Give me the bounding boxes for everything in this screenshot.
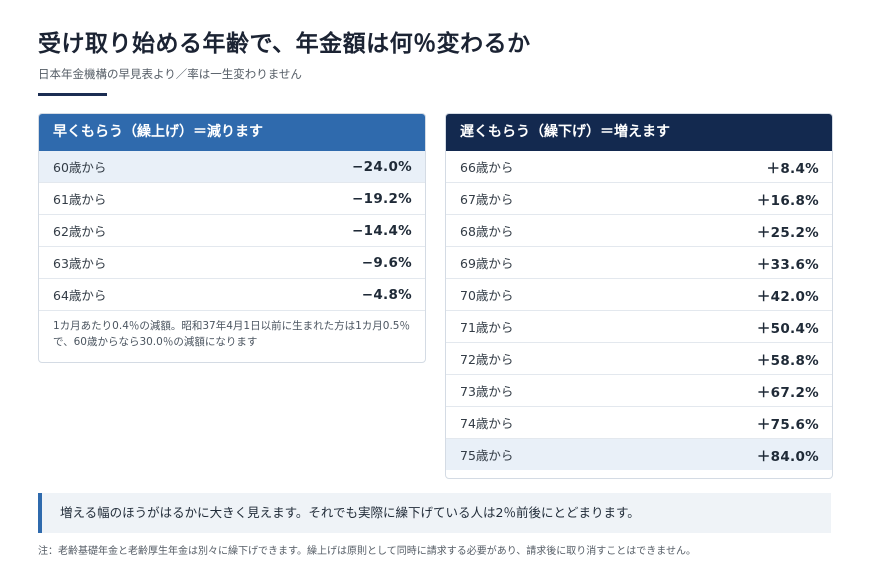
age-label: 73歳から: [460, 384, 514, 399]
page-subtitle: 日本年金機構の早見表より／率は一生変わりません: [38, 67, 302, 81]
late-card-header: 遅くもらう（繰下げ）＝増えます: [446, 114, 832, 151]
early-card: 早くもらう（繰上げ）＝減ります 60歳から −24.0% 61歳から −19.2…: [38, 113, 426, 363]
table-row: 66歳から ＋8.4%: [446, 151, 832, 183]
table-row: 72歳から ＋58.8%: [446, 343, 832, 375]
table-row: 69歳から ＋33.6%: [446, 247, 832, 279]
table-row: 74歳から ＋75.6%: [446, 407, 832, 439]
age-label: 69歳から: [460, 256, 514, 271]
title-underline: [38, 93, 107, 96]
table-row: 71歳から ＋50.4%: [446, 311, 832, 343]
rate-value: ＋33.6%: [756, 256, 819, 273]
rate-value: −19.2%: [352, 190, 412, 207]
age-label: 68歳から: [460, 224, 514, 239]
age-label: 67歳から: [460, 192, 514, 207]
late-card: 遅くもらう（繰下げ）＝増えます 66歳から ＋8.4% 67歳から ＋16.8%…: [445, 113, 833, 479]
rate-value: ＋58.8%: [756, 352, 819, 369]
age-label: 72歳から: [460, 352, 514, 367]
rate-value: ＋8.4%: [766, 160, 819, 177]
age-label: 70歳から: [460, 288, 514, 303]
age-label: 71歳から: [460, 320, 514, 335]
age-label: 74歳から: [460, 416, 514, 431]
age-label: 66歳から: [460, 160, 514, 175]
table-row: 67歳から ＋16.8%: [446, 183, 832, 215]
rate-value: −4.8%: [361, 286, 412, 303]
early-note: 1カ月あたり0.4％の減額。昭和37年4月1日以前に生まれた方は1カ月0.5％で…: [53, 320, 410, 348]
callout-box: 増える幅のほうがはるかに大きく見えます。それでも実際に繰下げている人は2％前後に…: [38, 493, 831, 533]
table-row: 70歳から ＋42.0%: [446, 279, 832, 311]
age-label: 61歳から: [53, 192, 107, 207]
rate-value: −14.4%: [352, 222, 412, 239]
rate-value: ＋42.0%: [756, 288, 819, 305]
age-label: 63歳から: [53, 256, 107, 271]
table-row: 64歳から −4.8%: [39, 279, 425, 311]
table-row: 60歳から −24.0%: [39, 151, 425, 183]
age-label: 75歳から: [460, 448, 514, 463]
rate-value: ＋67.2%: [756, 384, 819, 401]
table-row: 68歳から ＋25.2%: [446, 215, 832, 247]
table-row: 61歳から −19.2%: [39, 183, 425, 215]
rate-value: ＋50.4%: [756, 320, 819, 337]
rate-value: −9.6%: [361, 254, 412, 271]
age-label: 62歳から: [53, 224, 107, 239]
rate-value: −24.0%: [352, 158, 412, 175]
rate-value: ＋25.2%: [756, 224, 819, 241]
footnote: 注：老齢基礎年金と老齢厚生年金は別々に繰下げできます。繰上げは原則として同時に請…: [38, 546, 696, 557]
rate-value: ＋16.8%: [756, 192, 819, 209]
late-rate-list: 66歳から ＋8.4% 67歳から ＋16.8% 68歳から ＋25.2% 69…: [446, 151, 832, 470]
age-label: 60歳から: [53, 160, 107, 175]
early-rate-list: 60歳から −24.0% 61歳から −19.2% 62歳から −14.4% 6…: [39, 151, 425, 311]
table-row: 75歳から ＋84.0%: [446, 439, 832, 470]
table-row: 62歳から −14.4%: [39, 215, 425, 247]
early-card-header: 早くもらう（繰上げ）＝減ります: [39, 114, 425, 151]
table-row: 73歳から ＋67.2%: [446, 375, 832, 407]
rate-value: ＋84.0%: [756, 448, 819, 465]
page-title: 受け取り始める年齢で、年金額は何％変わるか: [38, 31, 531, 57]
table-row: 63歳から −9.6%: [39, 247, 425, 279]
age-label: 64歳から: [53, 288, 107, 303]
rate-value: ＋75.6%: [756, 416, 819, 433]
